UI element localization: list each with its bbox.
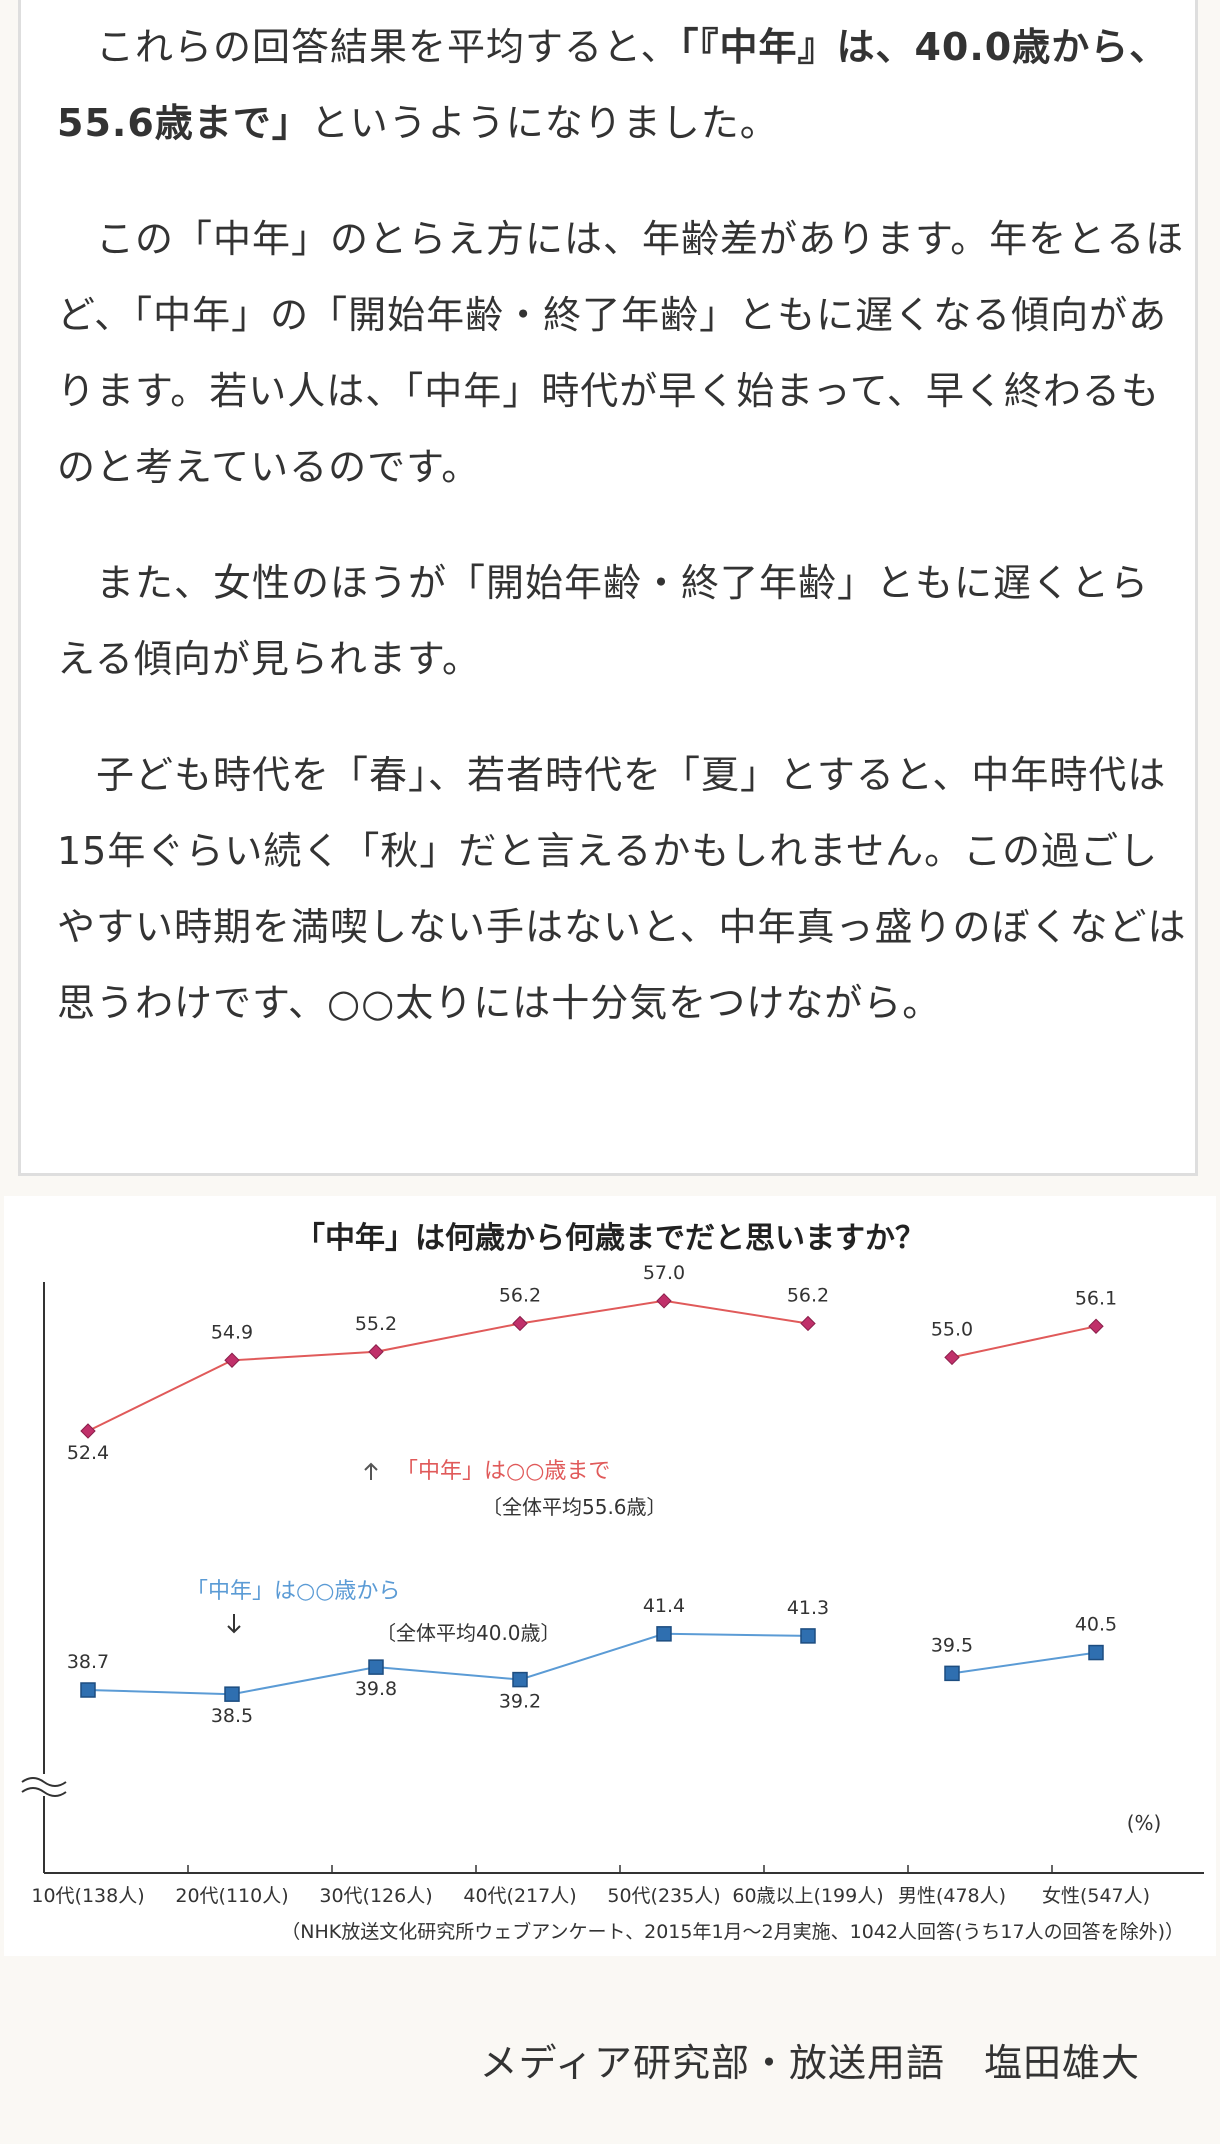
paragraph-1-bold-text: 「『中年』は、40.0歳から、55.6歳まで」 (57, 25, 1169, 145)
article-box: これらの回答結果を平均すると、「『中年』は、40.0歳から、55.6歳まで」とい… (18, 0, 1198, 1176)
data-label: 39.5 (931, 1634, 973, 1656)
data-label: 56.1 (1075, 1287, 1117, 1309)
data-label: 55.2 (355, 1313, 397, 1335)
series-end-age-label: 「中年」は○○歳まで (396, 1459, 610, 1484)
article-paragraph-1: これらの回答結果を平均すると、「『中年』は、40.0歳から、55.6歳まで」とい… (57, 9, 1187, 161)
line-chart: 「中年」は何歳から何歳までだと思いますか？ 52.4 54.9 55.2 56.2 57… (21, 1221, 1204, 1943)
data-label: 57.0 (643, 1262, 685, 1284)
series-start-age: 38.7 38.5 39.8 39.2 41.4 41.3 39.5 40.5 (67, 1595, 1117, 1727)
data-label: 54.9 (211, 1321, 253, 1343)
data-point (512, 1671, 528, 1688)
series-line (87, 1632, 809, 1696)
data-point (1088, 1644, 1104, 1661)
series-start-age-label: 「中年」は○○歳から (186, 1579, 400, 1604)
x-tick-label: 20代(110人) (175, 1885, 288, 1907)
down-arrow-icon (227, 1614, 241, 1634)
data-label: 38.7 (67, 1651, 109, 1673)
x-tick-labels: 10代(138人) 20代(110人) 30代(126人) 40代(217人) 50代(… (31, 1885, 1150, 1907)
data-label: 39.2 (499, 1691, 541, 1713)
paragraph-1-text-b: というようになりました。 (310, 101, 779, 145)
x-tick-label: 女性(547人) (1042, 1885, 1150, 1907)
data-point (800, 1628, 816, 1644)
series-end-age: 52.4 54.9 55.2 56.2 57.0 56.2 55.0 56.1 (67, 1262, 1117, 1464)
data-point (80, 1682, 96, 1698)
chart-series: 52.4 54.9 55.2 56.2 57.0 56.2 55.0 56.1 38.7 38.5… (67, 1262, 1117, 1727)
data-point (224, 1686, 240, 1702)
axis-break-mark-lower (21, 1787, 67, 1797)
data-point (1088, 1318, 1104, 1334)
x-tick-label: 男性(478人) (898, 1885, 1006, 1907)
series-line (87, 1299, 809, 1432)
data-label: 40.5 (1075, 1614, 1117, 1636)
author-credit: メディア研究部・放送用語 塩田雄大 (479, 2041, 1140, 2085)
chart-annotations: 「中年」は○○歳まで〔全体平均55.6歳〕「中年」は○○歳から〔全体平均40.0… (186, 1459, 667, 1645)
data-point (944, 1665, 960, 1682)
data-label: 52.4 (67, 1442, 109, 1464)
axis-break-mask (22, 1774, 66, 1796)
unit-label: (%) (1127, 1811, 1162, 1835)
paragraph-1-text-a: これらの回答結果を平均すると、 (57, 25, 680, 69)
data-label: 38.5 (211, 1705, 253, 1727)
x-tick-label: 60歳以上(199人) (732, 1885, 883, 1907)
data-label: 55.0 (931, 1318, 973, 1340)
data-point (80, 1423, 96, 1439)
data-point (656, 1626, 672, 1642)
data-point (656, 1293, 672, 1309)
data-point (368, 1344, 384, 1360)
x-tick-label: 10代(138人) (31, 1885, 144, 1907)
article-paragraph-3: また、女性のほうが「開始年齢・終了年齢」ともに遅くとらえる傾向が見られます。 (57, 561, 1150, 681)
data-label: 41.3 (787, 1597, 829, 1619)
up-arrow-icon (364, 1462, 378, 1480)
series-start-age-average: 〔全体平均40.0歳〕 (376, 1621, 561, 1645)
data-point (800, 1315, 816, 1332)
series-line (951, 1651, 1097, 1675)
article-paragraph-4: 子ども時代を「春」、若者時代を「夏」とすると、中年時代は15年ぐらい続く「秋」だ… (57, 753, 1187, 1025)
series-end-age-average: 〔全体平均55.6歳〕 (482, 1495, 667, 1519)
x-tick-label: 30代(126人) (319, 1885, 432, 1907)
data-label: 39.8 (355, 1678, 397, 1700)
axis-break-mark-upper (21, 1777, 67, 1787)
data-point (944, 1349, 960, 1366)
data-point (368, 1659, 384, 1675)
chart-axes (21, 1282, 1204, 1874)
chart-title: 「中年」は何歳から何歳までだと思いますか？ (295, 1221, 925, 1256)
x-tick-label: 40代(217人) (463, 1885, 576, 1907)
series-line (951, 1325, 1097, 1359)
data-point (224, 1352, 240, 1368)
x-tick-label: 50代(235人) (607, 1885, 720, 1907)
data-label: 56.2 (787, 1284, 829, 1306)
data-label: 56.2 (499, 1284, 541, 1306)
source-note: （NHK放送文化研究所ウェブアンケート、2015年1月～2月実施、1042人回答… (281, 1920, 1184, 1943)
article-paragraph-2: この「中年」のとらえ方には、年齢差があります。年をとるほど、「中年」の「開始年齢… (57, 217, 1185, 489)
data-label: 41.4 (643, 1595, 685, 1617)
chart-panel: 「中年」は何歳から何歳までだと思いますか？ 52.4 54.9 55.2 56.2 57… (4, 1196, 1216, 1956)
data-point (512, 1315, 528, 1332)
